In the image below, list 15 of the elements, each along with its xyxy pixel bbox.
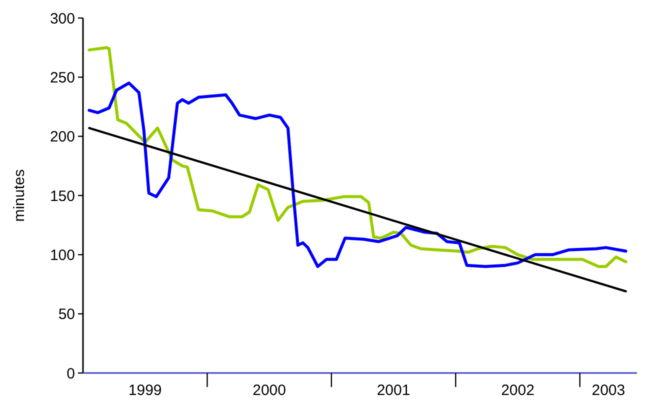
x-tick-label: 2000 [252,382,286,399]
x-tick-label: 1999 [128,382,162,399]
x-tick-label: 2003 [592,382,626,399]
y-tick-label: 200 [50,128,75,146]
y-tick-label: 300 [50,10,75,28]
y-tick-label: 0 [66,365,75,382]
x-tick-label: 2002 [501,382,534,399]
y-tick-label: 50 [58,306,75,324]
line-series [88,82,628,268]
x-tick-label: 2001 [376,382,410,399]
line-series [88,46,628,268]
y-axis-title: minutes [11,169,28,222]
y-tick-label: 150 [50,188,75,205]
y-tick-label: 100 [50,246,75,264]
y-tick-label: 250 [50,69,75,86]
